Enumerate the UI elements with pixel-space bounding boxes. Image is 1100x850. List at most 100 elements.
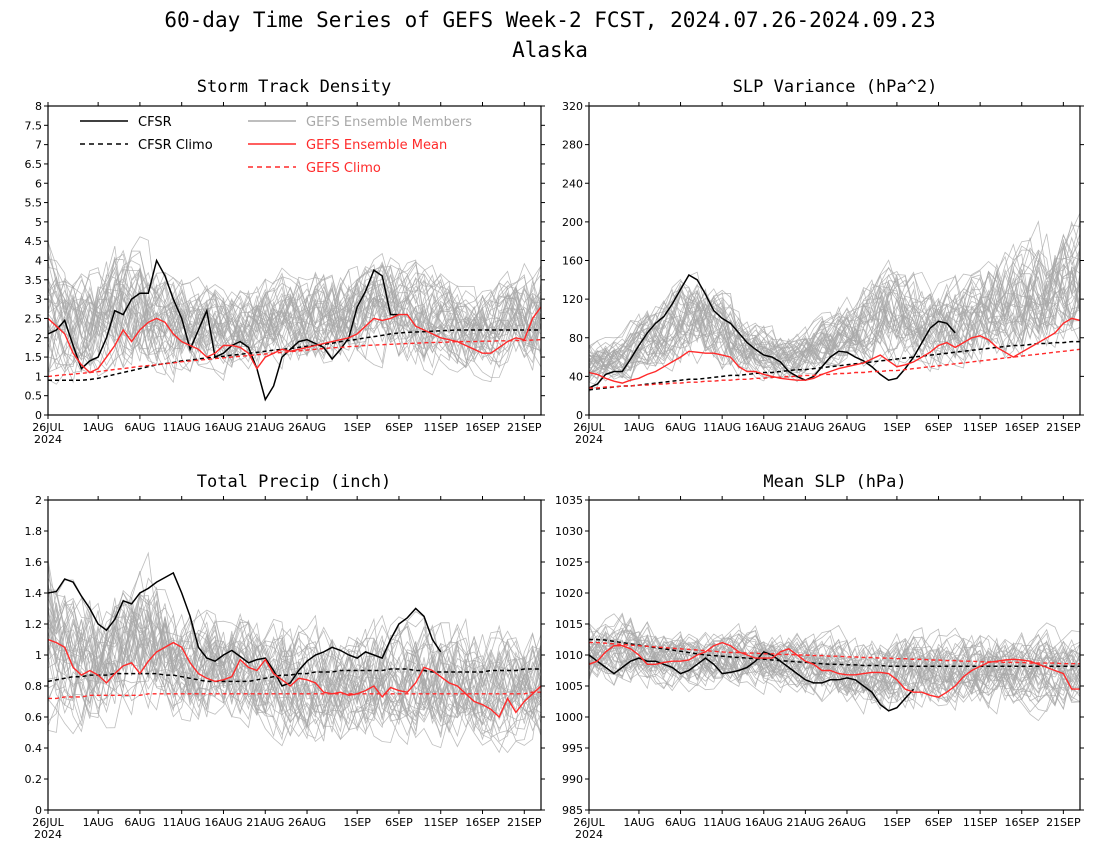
ensemble-member-line <box>48 264 541 368</box>
y-tick-label: 6.5 <box>25 158 43 171</box>
y-tick-label: 995 <box>562 742 583 755</box>
ensemble-member-line <box>589 249 1080 366</box>
ensemble-member-line <box>589 613 1080 722</box>
plot-frame <box>47 105 542 416</box>
x-tick-label: 16AUG <box>745 816 783 829</box>
x-tick-label: 11SEP <box>963 421 998 434</box>
plot-area <box>48 551 541 754</box>
y-tick-label: 320 <box>562 100 583 113</box>
y-tick-label: 4 <box>35 255 42 268</box>
ensemble-member-line <box>589 260 1080 369</box>
y-tick-label: 1.6 <box>25 556 43 569</box>
x-tick-label: 1AUG <box>623 421 654 434</box>
ensemble-member-line <box>48 272 541 372</box>
ensemble-member-line <box>48 600 541 738</box>
ensemble-member-line <box>48 551 541 719</box>
y-tick-label: 1020 <box>555 587 583 600</box>
x-tick-label: 11SEP <box>423 421 458 434</box>
panel-title: Total Precip (inch) <box>197 472 391 492</box>
ensemble-member-line <box>48 615 541 735</box>
y-tick-label: 2 <box>35 494 42 507</box>
x-tick-label: 1SEP <box>343 421 371 434</box>
y-tick-label: 1.5 <box>25 351 43 364</box>
plot-area <box>589 212 1080 393</box>
x-tick-label: 21SEP <box>507 421 542 434</box>
y-tick-label: 990 <box>562 773 583 786</box>
y-tick-label: 6 <box>35 177 42 190</box>
ensemble-member-line <box>589 241 1080 379</box>
series-line-cfsr <box>48 258 399 402</box>
x-tick-label: 6AUG <box>665 816 696 829</box>
y-tick-label: 0 <box>576 409 583 422</box>
x-tick-label: 11SEP <box>423 816 458 829</box>
x-tick-label: 6SEP <box>925 421 953 434</box>
x-tick-label: 1AUG <box>623 816 654 829</box>
x-tick-label: 21AUG <box>246 421 284 434</box>
ensemble-member-line <box>589 634 1080 703</box>
legend-label-gefs-climo: GEFS Climo <box>306 161 381 176</box>
ensemble-member-line <box>48 620 541 747</box>
x-tick-label: 11AUG <box>163 816 201 829</box>
y-tick-label: 1010 <box>555 649 583 662</box>
x-tick-label: 1SEP <box>883 816 911 829</box>
chart-panel-3: Total Precip (inch) 0 0.2 0.4 0.6 0.8 1 1.2 1.4 1… <box>25 472 545 841</box>
ensemble-members <box>48 236 541 385</box>
ensemble-member-line <box>589 621 1080 713</box>
series-line-cfsr <box>589 273 956 389</box>
ensemble-member-line <box>589 256 1080 382</box>
x-tick-label: 26AUG <box>288 816 326 829</box>
y-tick-label: 200 <box>562 216 583 229</box>
x-tick-label: 16AUG <box>745 421 783 434</box>
x-tick-label: 16SEP <box>465 816 500 829</box>
ensemble-member-line <box>48 591 541 719</box>
series-line-gefs-climo <box>48 691 541 700</box>
chart-panel-4: Mean SLP (hPa) 985 990 995 1000 1005 1010 1015 1… <box>555 472 1084 841</box>
ensemble-member-line <box>48 240 541 365</box>
y-tick-label: 240 <box>562 177 583 190</box>
y-tick-label: 0.5 <box>25 390 43 403</box>
x-tick-label: 6SEP <box>385 816 413 829</box>
legend-label-cfsr: CFSR <box>138 115 172 130</box>
ensemble-member-line <box>589 629 1080 712</box>
ensemble-members <box>589 212 1080 393</box>
ensemble-member-line <box>48 592 541 717</box>
x-tick-label: 1SEP <box>343 816 371 829</box>
x-tick-label: 6AUG <box>665 421 696 434</box>
y-tick-label: 80 <box>569 332 583 345</box>
x-tick-label: 21SEP <box>1046 421 1081 434</box>
series-line-gefs-climo <box>48 339 541 378</box>
ensemble-member-line <box>48 579 541 733</box>
x-tick-label: 11AUG <box>703 421 741 434</box>
x-tick-label: 6SEP <box>925 816 953 829</box>
y-tick-label: 1025 <box>555 556 583 569</box>
y-tick-label: 8 <box>35 100 42 113</box>
ensemble-members <box>589 612 1080 722</box>
chart-panel-1: Storm Track Density 0 0.5 1 1.5 2 2.5 3 3.5 4 4.5 5… <box>25 77 545 446</box>
y-tick-label: 160 <box>562 255 583 268</box>
plot-area <box>589 612 1080 722</box>
x-tick-label: 21SEP <box>1046 816 1081 829</box>
ensemble-member-line <box>589 263 1080 381</box>
y-tick-label: 2.5 <box>25 312 43 325</box>
ensemble-member-line <box>48 605 541 742</box>
y-tick-label: 0 <box>35 409 42 422</box>
y-tick-label: 1000 <box>555 711 583 724</box>
ensemble-member-line <box>589 267 1080 370</box>
y-tick-label: 0.8 <box>25 680 43 693</box>
series-line-gefs-ensemble-mean <box>48 306 541 374</box>
x-tick-label: 1SEP <box>883 421 911 434</box>
panel-title: Mean SLP (hPa) <box>763 472 906 492</box>
ensemble-member-line <box>589 251 1080 379</box>
x-tick-label: 1AUG <box>83 816 114 829</box>
ensemble-member-line <box>48 269 541 367</box>
ensemble-member-line <box>48 261 541 364</box>
x-tick-label: 26JUL <box>32 421 64 434</box>
x-year-label: 2024 <box>34 828 62 841</box>
ensemble-member-line <box>589 625 1080 694</box>
series-line-gefs-climo <box>589 641 1080 665</box>
x-tick-label: 16SEP <box>465 421 500 434</box>
y-tick-label: 2 <box>35 332 42 345</box>
x-tick-label: 16AUG <box>204 421 242 434</box>
ensemble-member-line <box>48 273 541 385</box>
ensemble-member-line <box>589 629 1080 703</box>
